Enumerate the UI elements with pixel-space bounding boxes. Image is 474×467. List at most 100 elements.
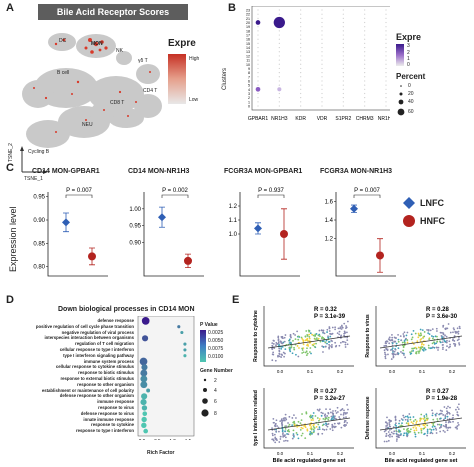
correlation-point (309, 414, 312, 417)
correlation-point (401, 341, 404, 344)
correlation-point (307, 329, 310, 332)
correlation-point (320, 329, 323, 332)
correlation-point (407, 420, 409, 423)
correlation-xtick: 0.1 (419, 451, 426, 456)
correlation-fit-line (379, 417, 463, 431)
correlation-point (453, 335, 456, 337)
correlation-point (427, 332, 430, 335)
tsne-plot (20, 33, 162, 174)
panel-c-ytick: 0.85 (33, 241, 45, 247)
enrichment-point (143, 428, 148, 434)
correlation-point (409, 416, 412, 419)
correlation-fit-line (267, 417, 351, 431)
panel-b-letter: B (228, 2, 236, 14)
correlation-point (341, 340, 344, 343)
correlation-point (300, 419, 303, 422)
correlation-point (446, 327, 449, 330)
correlation-point (281, 345, 284, 348)
correlation-point (435, 432, 438, 434)
correlation-point (346, 336, 349, 339)
high-score-dots (33, 38, 151, 133)
dotplot-empty-dot (364, 92, 366, 95)
correlation-point (321, 340, 324, 343)
correlation-point (331, 425, 334, 428)
dotplot-empty-dot (278, 67, 280, 70)
panel-c-marker-hnfc (88, 252, 96, 261)
correlation-point (281, 354, 284, 357)
panel-c-marker-lnfc (254, 224, 262, 233)
correlation-point (439, 412, 442, 415)
dotplot-empty-dot (364, 30, 366, 32)
enrichment-point (140, 381, 148, 389)
correlation-point (403, 432, 406, 435)
correlation-point (343, 322, 346, 325)
panel-c-ytick: 0.80 (33, 265, 45, 271)
correlation-point (446, 410, 448, 413)
correlation-point (403, 331, 406, 334)
dotplot-empty-dot (342, 72, 344, 74)
correlation-point (415, 422, 418, 424)
dotplot-empty-dot (321, 76, 323, 78)
correlation-point (284, 417, 287, 419)
correlation-point (291, 417, 294, 419)
correlation-point (423, 415, 426, 417)
correlation-point (288, 348, 291, 351)
enrichment-term-label: defense response to virus (80, 410, 134, 416)
correlation-point (299, 428, 302, 431)
correlation-point (401, 422, 403, 425)
correlation-point (321, 432, 324, 435)
dotplot-gene-label: NR1H4 (378, 116, 390, 122)
correlation-point (297, 335, 300, 338)
correlation-point (454, 426, 457, 429)
correlation-point (414, 332, 417, 335)
correlation-point (318, 428, 321, 431)
correlation-point (457, 423, 460, 426)
correlation-point (317, 428, 319, 431)
enrichment-term-label: interspecies interaction between organis… (44, 335, 134, 341)
correlation-point (456, 406, 459, 409)
correlation-point (431, 328, 434, 331)
correlation-point (387, 434, 390, 437)
correlation-point (318, 409, 320, 412)
correlation-point (287, 429, 290, 431)
correlation-point (437, 349, 439, 351)
correlation-point (288, 423, 291, 426)
correlation-point (436, 340, 439, 343)
dotplot-empty-dot (257, 30, 259, 32)
dotplot-empty-dot (257, 101, 259, 103)
dotplot-empty-dot (300, 9, 302, 11)
correlation-point (340, 328, 343, 330)
correlation-point (271, 348, 274, 351)
correlation-point (433, 343, 436, 345)
correlation-point (426, 428, 429, 431)
panel-a-title: Bile Acid Receptor Scores (38, 4, 188, 20)
dotplot-empty-dot (300, 97, 302, 99)
enrichment-term-label: immune response (97, 399, 134, 405)
dotplot-empty-dot (300, 38, 302, 40)
correlation-point (431, 342, 434, 345)
correlation-point (323, 337, 326, 340)
enrichment-point (141, 393, 148, 400)
dotplot-empty-dot (278, 38, 280, 40)
correlation-point (279, 438, 282, 440)
dotplot-empty-dot (364, 84, 366, 86)
correlation-point (326, 342, 328, 345)
correlation-point (436, 423, 439, 426)
correlation-point (395, 425, 398, 427)
correlation-point (340, 324, 343, 327)
correlation-point (421, 329, 424, 332)
dotplot-cluster-label: 15 (246, 42, 250, 46)
dotplot-empty-dot (321, 9, 323, 11)
correlation-point (401, 352, 404, 355)
dotplot-empty-dot (278, 105, 280, 107)
correlation-point (385, 344, 388, 347)
correlation-point (413, 343, 415, 345)
correlation-point (401, 419, 404, 421)
dotplot-empty-dot (364, 51, 366, 53)
correlation-point (386, 340, 389, 343)
dotplot-empty-dot (342, 97, 344, 99)
dotplot-empty-dot (257, 80, 259, 82)
dotplot-cluster-label: 5 (248, 84, 250, 88)
correlation-point (284, 436, 287, 439)
correlation-point (345, 424, 348, 426)
